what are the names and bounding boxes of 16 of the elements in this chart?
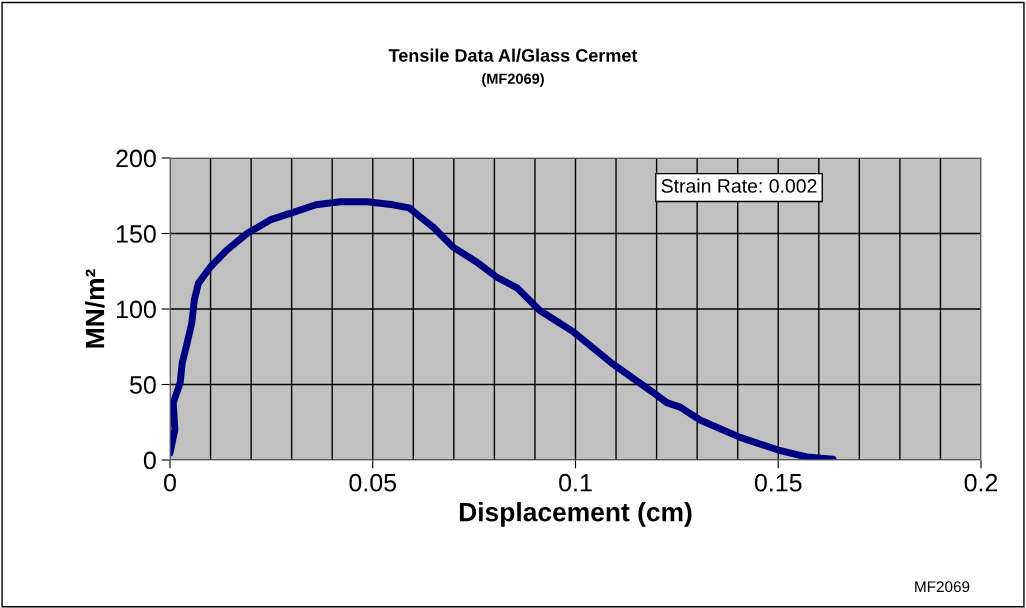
y-axis-title: MN/m² (84, 269, 105, 348)
annotation: Strain Rate: 0.002 (661, 178, 817, 193)
x-axis-title: Displacement (cm) (459, 502, 692, 527)
y-tick-label: 100 (117, 300, 156, 319)
x-tick-label: 0.15 (754, 473, 802, 492)
chart-subtitle: (MF2069) (482, 73, 544, 87)
x-tick-label: 0.05 (349, 473, 397, 492)
chart-title: Tensile Data Al/Glass Cermet (388, 48, 638, 63)
x-tick-label: 0 (164, 473, 176, 492)
y-tick-label: 200 (116, 149, 156, 168)
y-tick-label: 0 (143, 451, 156, 470)
text: MF2069 (915, 581, 970, 593)
y-tick-label: 150 (117, 225, 156, 243)
x-tick-label: 0.1 (559, 473, 592, 492)
x-tick-label: 0.2 (964, 473, 998, 492)
y-tick-label: 50 (130, 376, 156, 394)
